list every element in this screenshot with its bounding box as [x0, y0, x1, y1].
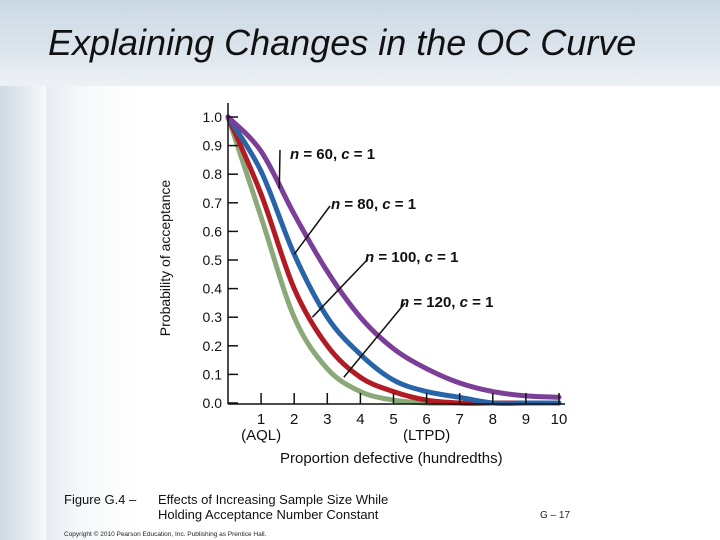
- annotation-label-part: = 100,: [374, 249, 424, 266]
- annotation-label-part: n: [331, 196, 340, 213]
- left-shade: [0, 86, 46, 540]
- annotation-label-part: c: [425, 249, 434, 266]
- slide-number: G – 17: [540, 510, 571, 521]
- caption-line-2: Holding Acceptance Number Constant: [158, 507, 379, 522]
- annotation-label-part: c: [382, 196, 391, 213]
- y-tick-label: 0.8: [203, 166, 223, 182]
- y-tick-label: 0.2: [203, 338, 223, 354]
- x-tick-label: 7: [456, 411, 464, 428]
- annotation-label: n = 80, c = 1: [331, 196, 416, 213]
- annotation-label-part: = 1: [350, 146, 375, 163]
- annotation-label: n = 60, c = 1: [290, 146, 375, 163]
- x-tick-label: 10: [551, 411, 568, 428]
- annotation-label-part: c: [460, 294, 469, 311]
- y-tick-label: 0.7: [203, 195, 223, 211]
- figure-number: Figure G.4 –: [64, 492, 137, 507]
- x-tick-label: 9: [522, 411, 530, 428]
- title-band: [0, 0, 720, 86]
- annotation-label-part: n: [400, 294, 409, 311]
- y-tick-label: 0.0: [203, 395, 223, 411]
- y-axis-label: Probability of acceptance: [157, 179, 173, 337]
- slide-title: Explaining Changes in the OC Curve: [48, 22, 637, 63]
- annotation-label: n = 100, c = 1: [365, 249, 458, 266]
- x-tick-sublabel: (AQL): [241, 427, 281, 444]
- series-line: [225, 114, 562, 400]
- figure-caption: Figure G.4 – Effects of Increasing Sample…: [64, 492, 388, 522]
- annotation-label-part: = 1: [433, 249, 458, 266]
- y-tick-label: 0.4: [203, 281, 223, 297]
- y-tick-label: 0.6: [203, 223, 223, 239]
- annotation-leader-line: [293, 205, 331, 255]
- annotation-label-part: = 80,: [340, 196, 382, 213]
- y-tick-label: 0.3: [203, 309, 223, 325]
- chart-axes: [227, 103, 565, 405]
- x-tick-label: 8: [489, 411, 497, 428]
- caption-line-1: Effects of Increasing Sample Size While: [158, 492, 389, 507]
- annotation-leader-line: [278, 149, 281, 189]
- annotation-label-part: n: [365, 249, 374, 266]
- y-tick-label: 0.9: [203, 138, 223, 154]
- annotation-label-part: n: [290, 146, 299, 163]
- annotation-leader-line: [343, 302, 406, 378]
- annotation-label-part: c: [341, 146, 350, 163]
- x-tick-label: 2: [290, 411, 298, 428]
- y-tick-label: 0.5: [203, 252, 223, 268]
- chart-ticks: 0.0 0.1 0.2 0.3 0.4 0.5 0.6 0.7 0.8 0.9 1.0 1 2 3 4 5 6 7…: [203, 109, 568, 444]
- copyright-notice: Copyright © 2010 Pearson Education, Inc.…: [64, 531, 267, 538]
- annotation-label-part: = 1: [468, 294, 493, 311]
- x-tick-sublabel: (LTPD): [403, 427, 450, 444]
- y-tick-label: 0.1: [203, 366, 223, 382]
- annotation-leader-line: [311, 258, 369, 318]
- x-tick-label: 4: [356, 411, 364, 428]
- x-axis-label: Proportion defective (hundredths): [280, 450, 503, 467]
- annotation-label-part: = 60,: [299, 146, 341, 163]
- annotation-label: n = 120, c = 1: [400, 294, 493, 311]
- annotation-label-part: = 1: [391, 196, 416, 213]
- x-tick-label: 1: [257, 411, 265, 428]
- annotation-labels: n = 60, c = 1n = 80, c = 1n = 100, c = 1…: [278, 146, 493, 378]
- annotation-label-part: = 120,: [409, 294, 459, 311]
- y-tick-label: 1.0: [203, 109, 223, 125]
- x-tick-label: 3: [323, 411, 331, 428]
- figure-caption-text: Effects of Increasing Sample Size While H…: [158, 492, 388, 522]
- x-tick-label: 5: [389, 411, 397, 428]
- x-tick-label: 6: [422, 411, 430, 428]
